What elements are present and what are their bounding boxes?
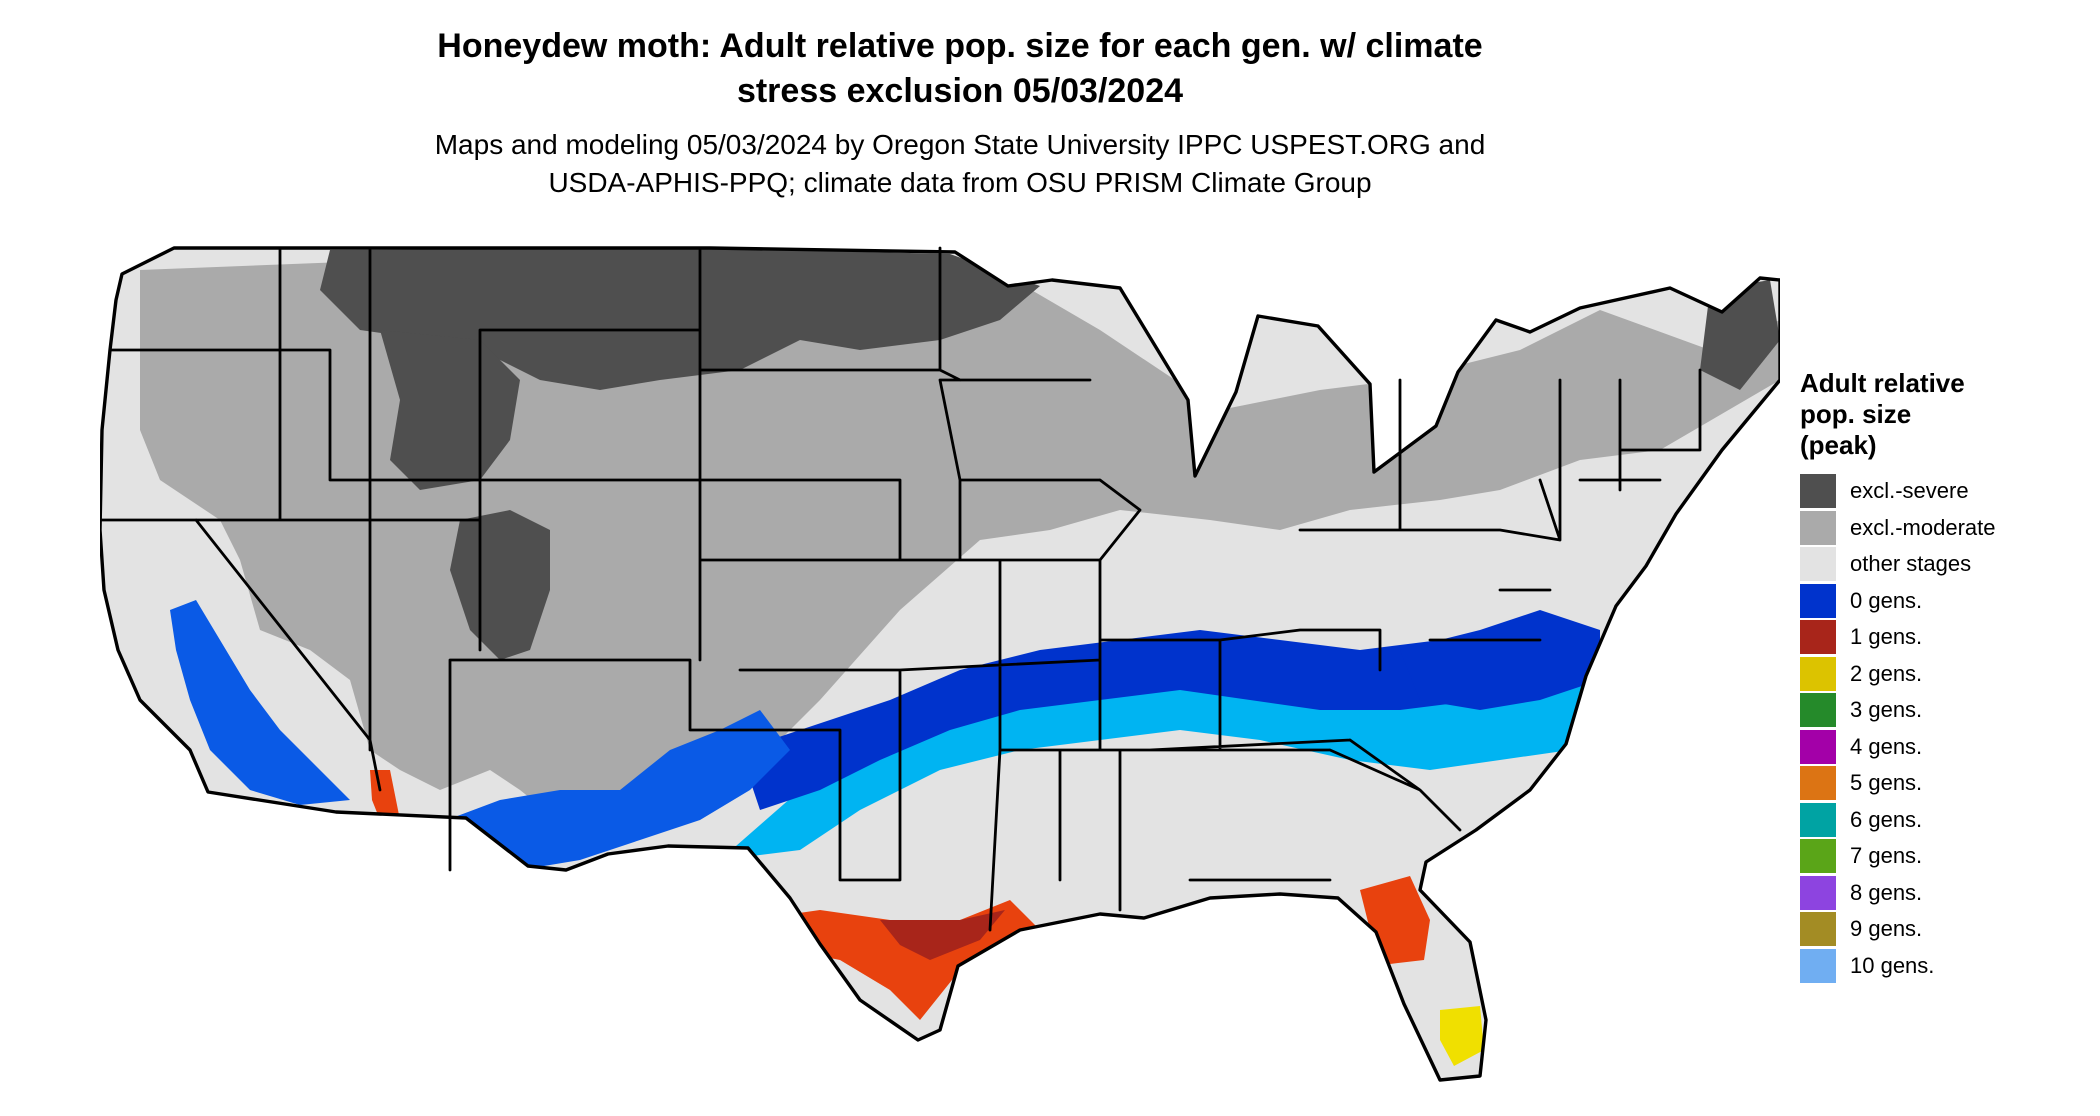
legend-swatch [1800, 766, 1836, 801]
legend-item: excl.-severe [1800, 473, 2090, 510]
legend-item: excl.-moderate [1800, 510, 2090, 547]
legend-title-line-2: pop. size [1800, 399, 1912, 429]
legend-swatch [1800, 802, 1836, 837]
legend-label: 8 gens. [1850, 879, 1923, 905]
gen1-texas-coast-dark [880, 910, 1005, 960]
legend-item: 6 gens. [1800, 802, 2090, 839]
legend-label: 2 gens. [1850, 660, 1923, 686]
legend-swatch [1800, 510, 1836, 545]
country-outline [100, 246, 1780, 1082]
border-lines [100, 246, 1702, 932]
legend-item: other stages [1800, 546, 2090, 583]
legend-item: 7 gens. [1800, 838, 2090, 875]
legend-swatch [1800, 583, 1836, 618]
severe-exclusion-north [320, 248, 1040, 390]
legend-swatch [1800, 620, 1836, 655]
legend-swatch [1800, 875, 1836, 910]
legend-label: 4 gens. [1850, 733, 1923, 759]
legend-title-line-1: Adult relative [1800, 368, 1965, 398]
gen2-south-florida [1440, 1006, 1484, 1066]
title-line-2: stress exclusion 05/03/2024 [736, 72, 1184, 110]
legend-label: 1 gens. [1850, 624, 1923, 650]
legend-item: 9 gens. [1800, 911, 2090, 948]
severe-exclusion-colorado [450, 510, 550, 660]
subtitle-line-1: Maps and modeling 05/03/2024 by Oregon S… [434, 129, 1486, 160]
legend-swatch [1800, 729, 1836, 764]
map-fill [100, 248, 1780, 1080]
map-subtitle: Maps and modeling 05/03/2024 by Oregon S… [300, 126, 1620, 202]
legend-swatch [1800, 474, 1836, 509]
legend-item: 3 gens. [1800, 692, 2090, 729]
legend-item: 10 gens. [1800, 948, 2090, 985]
legend-item: 2 gens. [1800, 656, 2090, 693]
legend-label: 3 gens. [1850, 697, 1923, 723]
legend-swatch [1800, 656, 1836, 691]
title-line-1: Honeydew moth: Adult relative pop. size … [437, 27, 1483, 65]
legend-label: 5 gens. [1850, 770, 1923, 796]
legend-item: 4 gens. [1800, 729, 2090, 766]
legend-label: excl.-severe [1850, 478, 1969, 504]
legend-label: 10 gens. [1850, 952, 1935, 978]
legend-item: 8 gens. [1800, 875, 2090, 912]
gen0-southwest-band [420, 710, 790, 870]
legend-item: 5 gens. [1800, 765, 2090, 802]
gen0-dark-band [740, 630, 1540, 810]
legend-swatch [1800, 547, 1836, 582]
legend-swatch [1800, 693, 1836, 728]
legend-label: excl.-moderate [1850, 514, 1996, 540]
us-map [100, 246, 1780, 1082]
map-title: Honeydew moth: Adult relative pop. size … [300, 24, 1620, 114]
legend-label: 0 gens. [1850, 587, 1923, 613]
severe-exclusion-wyoming [380, 330, 520, 490]
legend-label: 9 gens. [1850, 916, 1923, 942]
legend-items: excl.-severe excl.-moderate other stages 0 … [1800, 473, 2090, 984]
legend-item: 1 gens. [1800, 619, 2090, 656]
legend-title: Adult relative pop. size (peak) [1800, 368, 2090, 461]
gen0-dark-kentucky-virginia [1400, 610, 1600, 710]
state-borders [100, 246, 1780, 1082]
legend-swatch [1800, 912, 1836, 947]
legend-label: 6 gens. [1850, 806, 1923, 832]
legend-label: other stages [1850, 551, 1972, 577]
legend-label: 7 gens. [1850, 843, 1923, 869]
legend-swatch [1800, 948, 1836, 983]
legend-swatch [1800, 839, 1836, 874]
legend-title-line-3: (peak) [1800, 430, 1877, 460]
subtitle-line-2: USDA-APHIS-PPQ; climate data from OSU PR… [548, 167, 1372, 198]
legend: Adult relative pop. size (peak) excl.-se… [1800, 368, 2090, 984]
gen0-california-band [170, 600, 350, 805]
legend-item: 0 gens. [1800, 583, 2090, 620]
